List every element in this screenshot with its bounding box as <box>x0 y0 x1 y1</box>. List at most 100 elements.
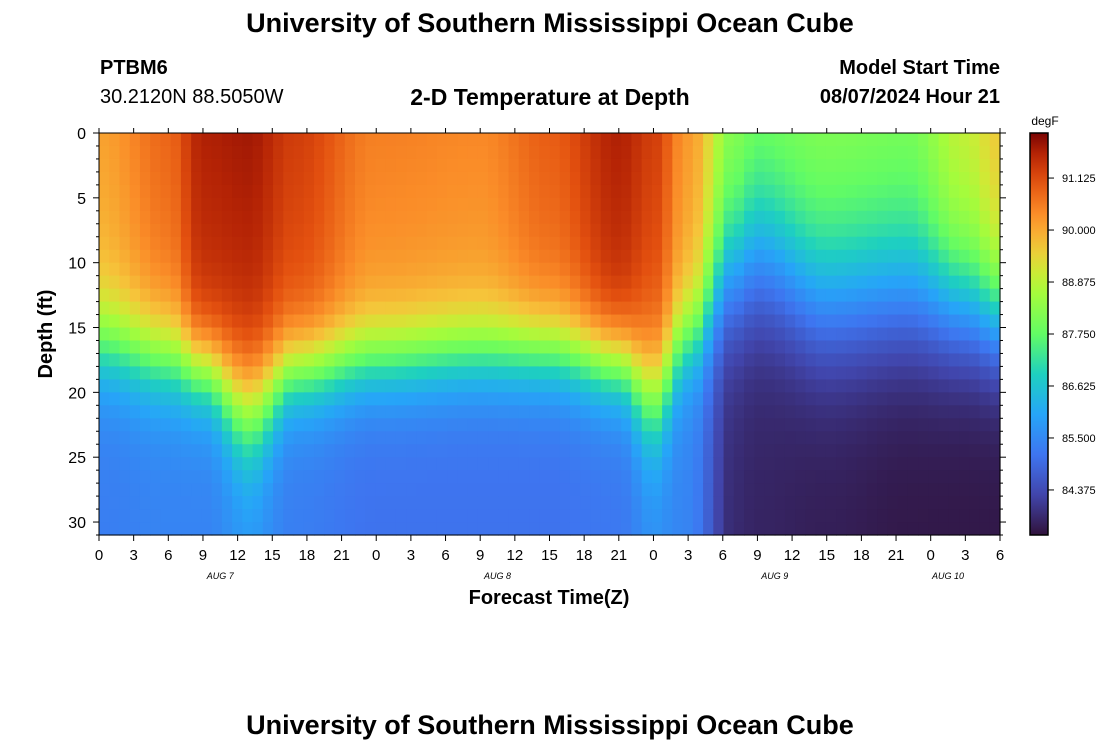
heatmap-cell <box>211 483 223 497</box>
heatmap-cell <box>416 275 428 290</box>
heatmap-cell <box>672 249 684 264</box>
heatmap-cell <box>406 327 417 342</box>
heatmap-cell <box>703 483 714 497</box>
heatmap-cell <box>201 133 213 147</box>
heatmap-cell <box>344 418 356 432</box>
heatmap-cell <box>877 470 888 484</box>
heatmap-cell <box>784 379 796 393</box>
heatmap-cell <box>191 275 202 290</box>
x-tick-label: 0 <box>95 547 103 564</box>
heatmap-cell <box>825 158 837 173</box>
heatmap-cell <box>744 483 755 497</box>
heatmap-cell <box>733 262 745 277</box>
heatmap-cell <box>426 171 438 186</box>
heatmap-cell <box>273 210 284 225</box>
heatmap-cell <box>508 133 520 147</box>
heatmap-cell <box>559 249 571 264</box>
heatmap-cell <box>580 184 592 199</box>
heatmap-cell <box>846 275 858 290</box>
heatmap-cell <box>887 327 899 342</box>
heatmap-cell <box>713 301 725 316</box>
heatmap-cell <box>651 171 663 186</box>
heatmap-cell <box>283 405 295 419</box>
heatmap-cell <box>897 405 909 419</box>
heatmap-cell <box>477 405 489 419</box>
heatmap-cell <box>825 288 837 303</box>
heatmap-cell <box>856 197 868 212</box>
heatmap-cell <box>610 145 622 160</box>
heatmap-cell <box>918 496 929 510</box>
heatmap-cell <box>569 145 581 160</box>
heatmap-cell <box>395 288 407 303</box>
heatmap-cell <box>907 327 919 342</box>
heatmap-cell <box>877 392 888 406</box>
heatmap-cell <box>303 133 315 147</box>
heatmap-cell <box>385 223 397 238</box>
heatmap-cell <box>774 509 786 523</box>
heatmap-cell <box>969 158 981 173</box>
heatmap-cell <box>324 353 336 368</box>
heatmap-cell <box>795 366 807 380</box>
heatmap-cell <box>498 288 510 303</box>
heatmap-cell <box>764 379 776 393</box>
heatmap-cell <box>191 457 202 471</box>
heatmap-cell <box>559 457 571 471</box>
heatmap-cell <box>784 145 796 160</box>
heatmap-cell <box>314 457 325 471</box>
heatmap-cell <box>242 509 254 523</box>
heatmap-cell <box>887 470 899 484</box>
heatmap-cell <box>621 210 633 225</box>
heatmap-cell <box>324 275 336 290</box>
colorbar-tick-label: 90.000 <box>1062 225 1096 237</box>
heatmap-cell <box>856 444 868 458</box>
heatmap-cell <box>180 509 192 523</box>
heatmap-cell <box>467 223 479 238</box>
heatmap-cell <box>406 379 417 393</box>
heatmap-cell <box>754 457 766 471</box>
heatmap-cell <box>539 522 551 536</box>
heatmap-cell <box>201 171 213 186</box>
heatmap-cell <box>211 327 223 342</box>
heatmap-cell <box>641 288 653 303</box>
heatmap-cell <box>303 470 315 484</box>
heatmap-cell <box>529 301 540 316</box>
heatmap-cell <box>662 470 673 484</box>
heatmap-cell <box>344 431 356 445</box>
heatmap-cell <box>150 379 162 393</box>
heatmap-cell <box>969 392 981 406</box>
heatmap-cell <box>764 431 776 445</box>
heatmap-cell <box>150 133 162 147</box>
heatmap-cell <box>631 379 643 393</box>
heatmap-cell <box>426 470 438 484</box>
heatmap-cell <box>928 223 940 238</box>
heatmap-cell <box>365 249 377 264</box>
heatmap-cell <box>518 275 530 290</box>
heatmap-cell <box>242 249 254 264</box>
heatmap-cell <box>569 158 581 173</box>
heatmap-cell <box>600 210 612 225</box>
heatmap-cell <box>283 509 295 523</box>
heatmap-cell <box>754 340 766 355</box>
heatmap-cell <box>293 470 305 484</box>
heatmap-cell <box>211 405 223 419</box>
heatmap-cell <box>211 314 223 329</box>
heatmap-cell <box>191 366 202 380</box>
heatmap-cell <box>180 366 192 380</box>
heatmap-cell <box>805 301 817 316</box>
heatmap-cell <box>129 314 141 329</box>
heatmap-cell <box>160 496 172 510</box>
heatmap-cell <box>959 249 970 264</box>
heatmap-cell <box>385 158 397 173</box>
heatmap-cell <box>723 353 735 368</box>
heatmap-cell <box>580 509 592 523</box>
heatmap-cell <box>621 353 633 368</box>
heatmap-cell <box>651 301 663 316</box>
heatmap-cell <box>283 366 295 380</box>
heatmap-cell <box>805 210 817 225</box>
heatmap-cell <box>539 314 551 329</box>
heatmap-cell <box>293 340 305 355</box>
heatmap-cell <box>416 223 428 238</box>
heatmap-cell <box>498 158 510 173</box>
heatmap-cell <box>518 249 530 264</box>
heatmap-cell <box>600 288 612 303</box>
